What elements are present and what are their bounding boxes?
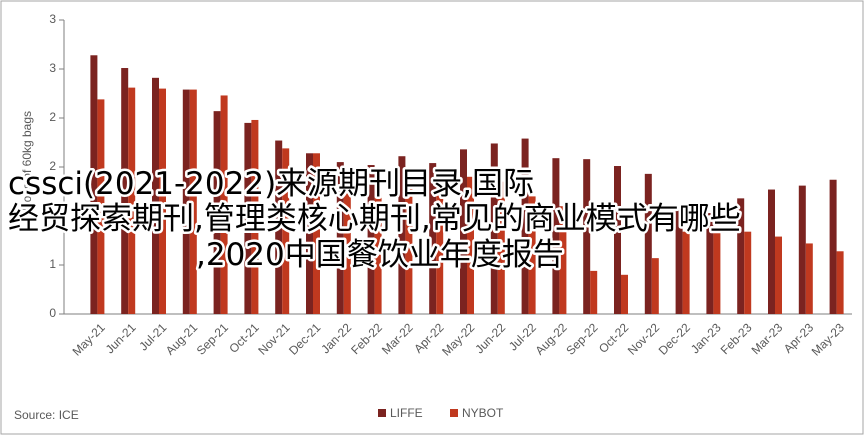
bar <box>737 198 745 314</box>
bar <box>97 99 105 314</box>
bar <box>521 138 529 314</box>
bar <box>429 163 437 314</box>
legend-label: NYBOT <box>462 406 504 420</box>
bar <box>798 185 806 314</box>
bar <box>213 111 221 314</box>
bar <box>706 213 714 314</box>
bar <box>244 122 252 315</box>
bar <box>128 87 136 315</box>
bar <box>497 181 505 314</box>
bar <box>251 119 259 315</box>
bar <box>675 208 683 314</box>
bar <box>528 196 536 314</box>
overlay-text: 经贸探索期刊,管理类核心期刊,常见的商业模式有哪些 <box>8 201 741 237</box>
bar <box>436 176 444 314</box>
y-tick-label: 3 <box>49 61 56 75</box>
bar <box>682 231 690 314</box>
bar <box>90 55 98 314</box>
bar <box>836 251 844 314</box>
bar <box>614 166 621 314</box>
y-tick-label: 2 <box>49 159 56 173</box>
bar <box>343 186 351 314</box>
bar <box>552 158 560 314</box>
legend-swatch <box>378 409 386 417</box>
bar <box>282 148 290 314</box>
bar <box>829 179 837 314</box>
bar <box>220 95 228 315</box>
legend-label: LIFFE <box>390 406 423 420</box>
bar <box>744 231 752 314</box>
bar <box>121 68 129 315</box>
bar <box>306 153 313 314</box>
y-tick-label: 0 <box>49 306 56 320</box>
bar <box>805 243 813 314</box>
bar <box>644 173 652 314</box>
y-tick-label: 3 <box>49 12 56 26</box>
bar <box>490 143 498 314</box>
bar <box>713 226 721 314</box>
bar <box>313 153 320 314</box>
legend-swatch <box>450 409 458 417</box>
bar <box>583 159 591 314</box>
overlay-text: cssci(2021-2022)来源期刊目录,国际 <box>8 166 534 202</box>
bar <box>590 270 598 314</box>
bar <box>405 186 413 314</box>
bar <box>467 176 474 314</box>
y-tick-label: 1 <box>49 257 56 271</box>
bar <box>559 206 567 314</box>
bar <box>374 191 382 314</box>
bar <box>152 77 159 314</box>
y-axis-title: Millions of 60kg bags <box>20 111 34 223</box>
bar <box>159 88 166 314</box>
bar <box>651 258 659 314</box>
y-tick-label: 2 <box>49 110 56 124</box>
bar <box>768 189 775 314</box>
bar <box>460 149 467 314</box>
bar <box>367 165 375 314</box>
bar <box>621 274 628 314</box>
bar <box>275 140 283 314</box>
overlay-text: ,2020中国餐饮业年度报告 <box>196 237 564 273</box>
bar <box>398 156 406 314</box>
bar <box>189 89 197 314</box>
bar <box>336 162 344 314</box>
source: Source: ICE <box>14 408 79 422</box>
y-tick-label: 1 <box>49 208 56 222</box>
bar <box>182 89 190 314</box>
bar <box>775 236 782 314</box>
